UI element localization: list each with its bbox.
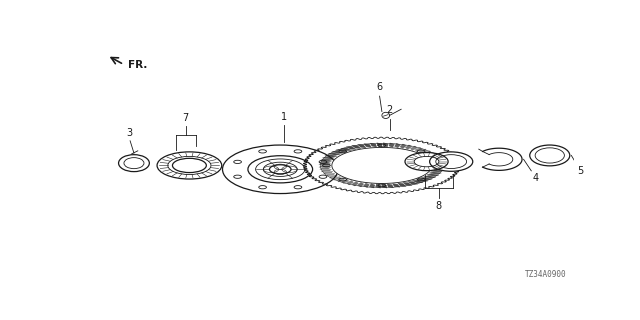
Ellipse shape: [118, 155, 149, 172]
Ellipse shape: [530, 145, 570, 166]
Ellipse shape: [429, 152, 473, 171]
Text: 8: 8: [436, 201, 442, 211]
Text: 6: 6: [376, 82, 383, 92]
Text: 5: 5: [577, 166, 584, 176]
Ellipse shape: [332, 148, 432, 183]
Ellipse shape: [223, 145, 338, 194]
Ellipse shape: [382, 112, 390, 118]
Text: FR.: FR.: [128, 60, 147, 69]
Text: 2: 2: [387, 105, 393, 115]
Text: 3: 3: [126, 128, 132, 138]
Text: 7: 7: [182, 113, 189, 123]
Ellipse shape: [157, 152, 221, 179]
Text: TZ34A0900: TZ34A0900: [525, 270, 566, 279]
Ellipse shape: [405, 153, 448, 171]
Text: 1: 1: [281, 112, 287, 122]
Text: 4: 4: [533, 173, 539, 183]
